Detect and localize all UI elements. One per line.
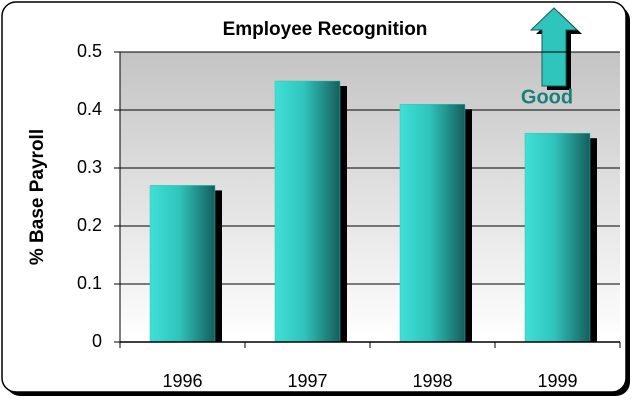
bar bbox=[399, 103, 466, 343]
y-tick-label: 0 bbox=[92, 331, 102, 351]
y-axis-label: % Base Payroll bbox=[27, 129, 48, 265]
bar bbox=[274, 80, 341, 343]
x-tick-label: 1997 bbox=[287, 371, 327, 391]
y-tick-label: 0.3 bbox=[77, 157, 102, 177]
x-tick-label: 1998 bbox=[412, 371, 452, 391]
good-arrow bbox=[529, 7, 582, 90]
y-tick-label: 0.2 bbox=[77, 215, 102, 235]
y-tick-label: 0.1 bbox=[77, 273, 102, 293]
x-tick-label: 1999 bbox=[537, 371, 577, 391]
x-tick-label: 1996 bbox=[162, 371, 202, 391]
chart-title: Employee Recognition bbox=[223, 19, 428, 40]
bar bbox=[524, 132, 591, 343]
annotation: Good bbox=[521, 86, 573, 108]
bar bbox=[149, 185, 216, 343]
y-tick-label: 0.4 bbox=[77, 99, 102, 119]
y-tick-label: 0.5 bbox=[77, 41, 102, 61]
